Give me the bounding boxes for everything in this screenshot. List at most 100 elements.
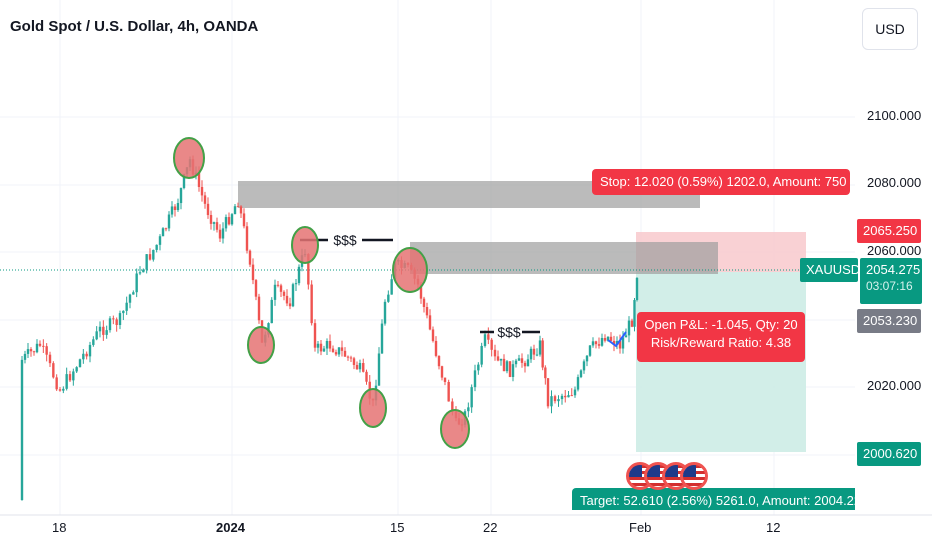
candle-body	[425, 307, 429, 316]
candle-body	[544, 367, 547, 379]
candle-body	[282, 291, 286, 296]
candle-body	[313, 323, 317, 348]
candle-body	[349, 357, 353, 359]
candle-body	[514, 360, 518, 365]
time-tick: 15	[390, 520, 405, 535]
pnl-line: Open P&L: -1.045, Qty: 20	[644, 317, 798, 332]
candle-body	[152, 249, 155, 260]
candle-body	[480, 345, 483, 365]
entry-price-tag: 2053.230	[857, 309, 921, 333]
candle-body	[380, 323, 384, 354]
target-note[interactable]: Target: 52.610 (2.56%) 5261.0, Amount: 2…	[572, 488, 855, 510]
candle-body	[288, 303, 292, 307]
candle-body	[82, 353, 85, 360]
supply-zone-lower[interactable]	[410, 242, 718, 274]
candle-body	[621, 337, 625, 349]
candle-body	[627, 320, 631, 336]
candle-body	[422, 298, 426, 308]
candle-body	[164, 228, 168, 230]
candle-body	[128, 294, 132, 303]
swing-low-circle	[440, 409, 470, 449]
candle-body	[32, 351, 36, 353]
pnl-note[interactable]: Open P&L: -1.045, Qty: 20 Risk/Reward Ra…	[637, 312, 805, 362]
candle-body	[579, 370, 583, 378]
candle-body	[132, 292, 135, 295]
candle-body	[447, 381, 450, 402]
candle-body	[239, 206, 243, 214]
candle-body	[248, 250, 252, 265]
candle-body	[242, 213, 246, 227]
candle-body	[508, 361, 512, 377]
time-tick: 2024	[216, 520, 245, 535]
swing-low-circle	[247, 326, 275, 364]
candle-body	[251, 264, 255, 281]
candle-body	[594, 341, 598, 345]
candle-body	[529, 348, 533, 360]
candle-body	[215, 222, 219, 230]
candle-body	[325, 340, 329, 349]
candle-body	[434, 340, 438, 356]
candle-body	[142, 269, 145, 273]
candle-body	[200, 186, 204, 196]
liquidity-label-2: $$$	[497, 324, 521, 340]
candle-body	[307, 254, 310, 285]
candle-body	[254, 280, 258, 297]
candle-body	[42, 345, 45, 347]
candle-body	[443, 377, 447, 382]
candle-body	[148, 254, 152, 260]
candle-body	[496, 356, 500, 361]
candle-body	[26, 349, 30, 354]
candle-body	[102, 326, 105, 335]
candle-body	[279, 285, 283, 292]
candle-body	[387, 294, 390, 302]
candle-body	[337, 347, 341, 355]
candle-body	[176, 203, 180, 211]
candle-body	[355, 364, 359, 370]
candle-body	[92, 339, 95, 345]
candle-body	[29, 349, 33, 352]
candle-body	[490, 339, 493, 350]
currency-button[interactable]: USD	[862, 8, 918, 50]
price-tick: 2100.000	[867, 108, 922, 123]
swing-low-circle	[359, 388, 387, 428]
candle-body	[331, 348, 335, 353]
candle-body	[68, 374, 72, 381]
entry-check-icon	[607, 331, 627, 348]
stop-note[interactable]: Stop: 12.020 (0.59%) 1202.0, Amount: 750	[592, 169, 850, 195]
candle-body	[173, 206, 177, 211]
candle-body	[197, 172, 201, 187]
candle-body	[328, 340, 332, 349]
candle-body	[624, 335, 628, 338]
candle-body	[105, 330, 108, 335]
candle-body	[38, 343, 42, 346]
candle-body	[487, 334, 490, 340]
target-note-wrap: Target: 52.610 (2.56%) 5261.0, Amount: 2…	[572, 488, 855, 510]
candle-body	[95, 331, 98, 340]
candle-body	[588, 345, 592, 356]
candle-body	[291, 284, 295, 307]
time-tick: 18	[52, 520, 67, 535]
candle-body	[499, 358, 503, 361]
take-profit-zone[interactable]	[636, 272, 806, 452]
candle-body	[88, 344, 92, 357]
candle-body	[440, 366, 444, 378]
candle-body	[340, 347, 344, 351]
candle-body	[483, 334, 487, 346]
last-price-value: 2054.275	[866, 262, 921, 277]
candle-body	[230, 214, 234, 225]
candle-body	[161, 228, 165, 237]
us-flag-icon[interactable]	[680, 462, 708, 490]
candle-body	[62, 388, 65, 391]
chart-title: Gold Spot / U.S. Dollar, 4h, OANDA	[10, 18, 259, 35]
candle-body	[75, 367, 78, 372]
candle-body	[526, 359, 530, 367]
candle-body	[182, 174, 186, 189]
liquidity-label-1: $$$	[333, 232, 357, 248]
candle-body	[390, 279, 393, 295]
candle-body	[52, 363, 55, 378]
candle-body	[473, 370, 477, 388]
candle-body	[206, 203, 210, 216]
candle-body	[316, 343, 320, 348]
candle-body	[576, 377, 580, 390]
